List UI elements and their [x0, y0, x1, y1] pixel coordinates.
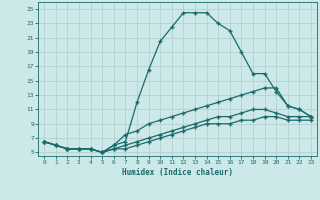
X-axis label: Humidex (Indice chaleur): Humidex (Indice chaleur)	[122, 168, 233, 177]
